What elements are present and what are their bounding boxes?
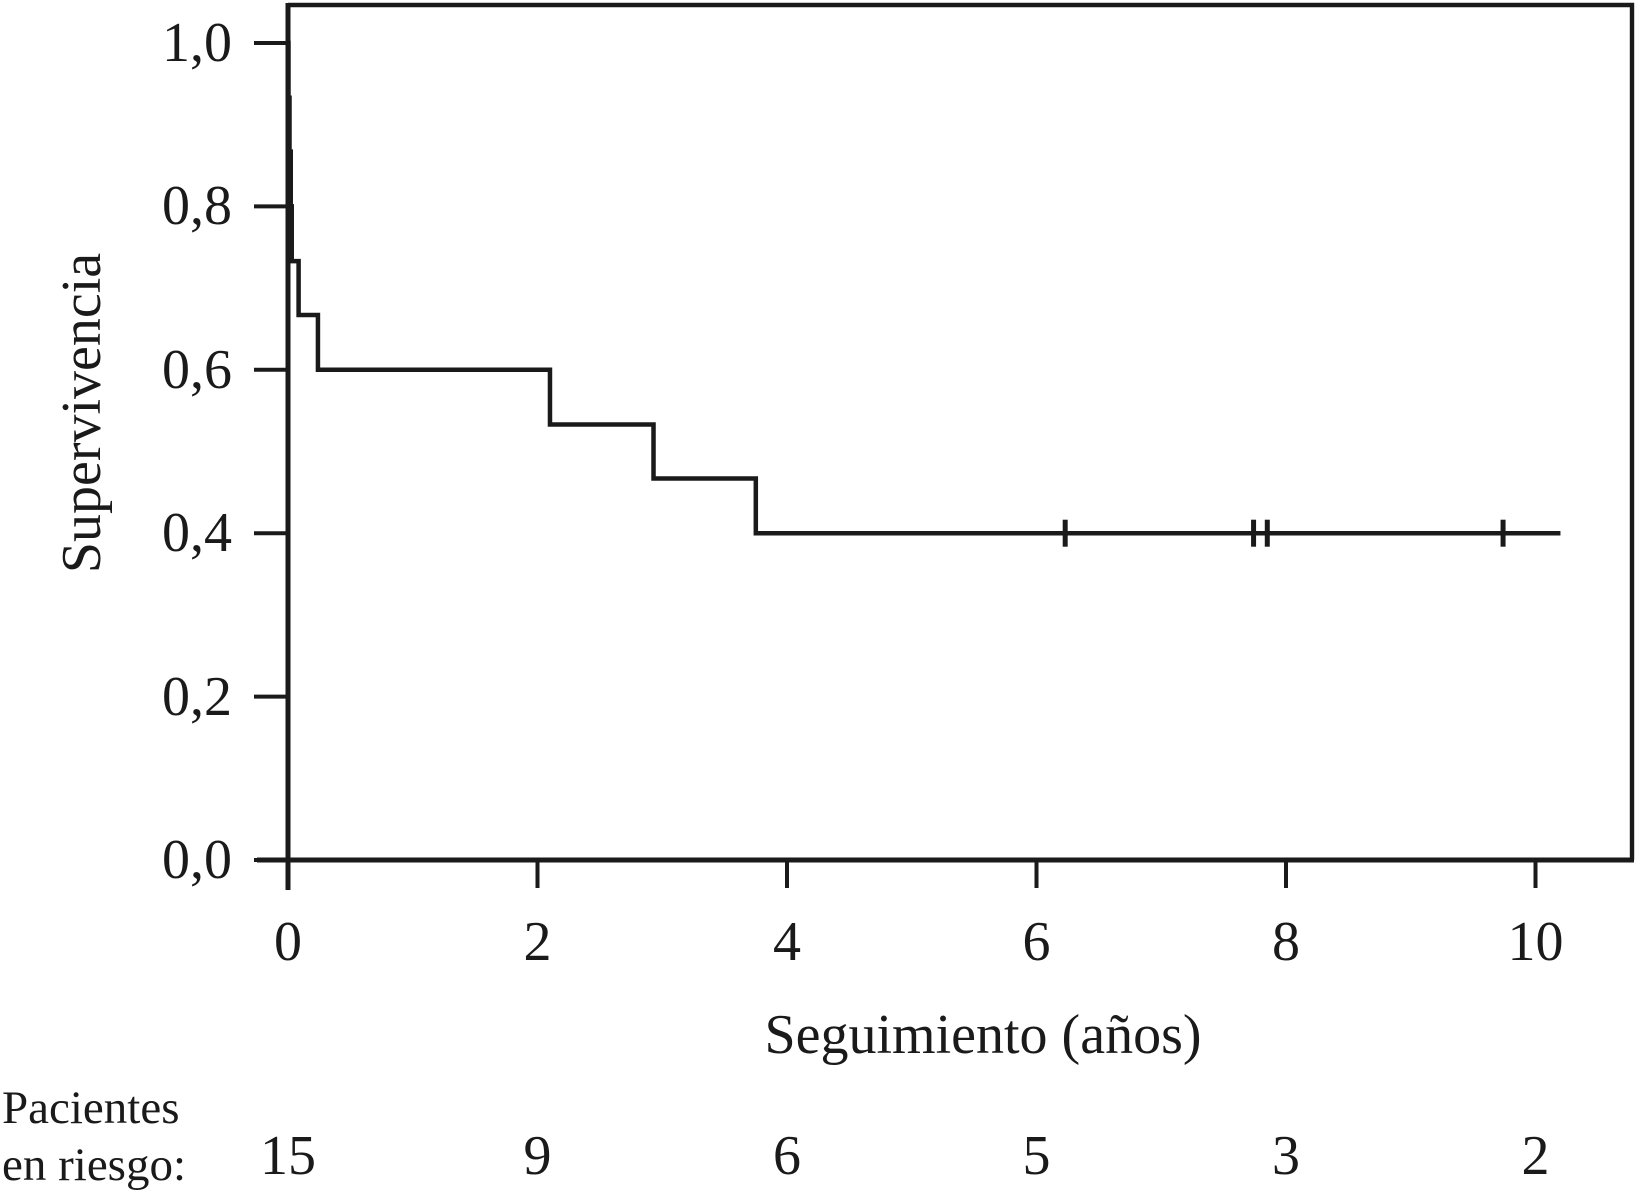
x-tick-label: 8	[1272, 911, 1300, 973]
risk-count: 3	[1272, 1125, 1300, 1187]
y-tick-label: 1,0	[162, 12, 232, 74]
y-tick-label: 0,4	[162, 502, 232, 565]
plot-frame	[288, 2, 1635, 860]
y-tick-label: 0,8	[162, 175, 232, 238]
y-tick-label: 0,2	[162, 665, 232, 728]
risk-table-label-line2: en riesgo:	[2, 1139, 187, 1191]
x-axis-title: Seguimiento (años)	[764, 1004, 1202, 1066]
x-tick-label: 2	[523, 911, 552, 973]
y-tick-label: 0,6	[162, 338, 232, 401]
survival-curve	[286, 40, 1561, 536]
x-tick-label: 4	[773, 911, 801, 973]
y-tick-label: 0,0	[162, 829, 232, 891]
x-tick-label: 6	[1022, 911, 1051, 973]
x-tick-label: 0	[274, 911, 302, 973]
risk-count: 2	[1521, 1125, 1550, 1187]
risk-count: 15	[260, 1125, 316, 1187]
risk-table-label: Pacientes en riesgo:	[2, 1080, 186, 1194]
x-tick-label: 10	[1507, 911, 1564, 973]
risk-count: 6	[773, 1125, 801, 1187]
risk-table-label-line1: Pacientes	[2, 1082, 180, 1134]
risk-count: 9	[523, 1125, 552, 1187]
risk-count: 5	[1022, 1125, 1051, 1187]
